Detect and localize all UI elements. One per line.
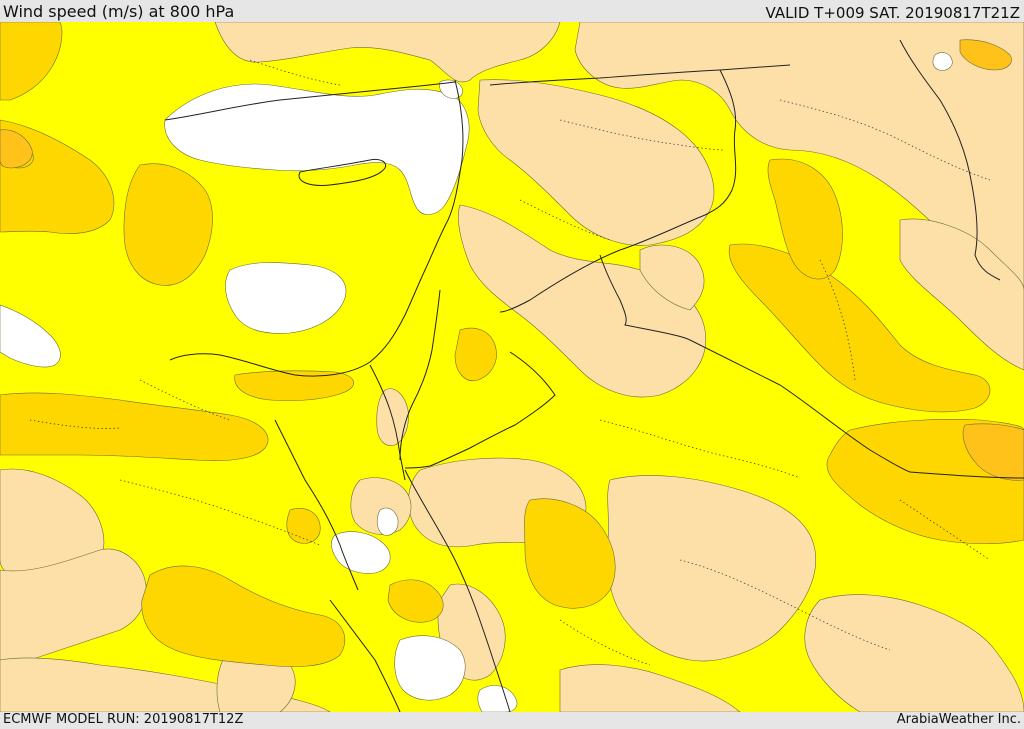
- orange-region-caucasus: [959, 39, 1012, 71]
- credit-label: ArabiaWeather Inc.: [896, 712, 1021, 727]
- tan-region-syria-desert: [477, 79, 715, 246]
- province-line-11: [29, 419, 121, 429]
- coastline-gulf-suez: [274, 419, 359, 591]
- map-title: Wind speed (m/s) at 800 hPa: [3, 2, 235, 21]
- calm-wind-regions: [0, 52, 953, 712]
- high-wind-regions: [0, 39, 1024, 481]
- political-borders: [164, 39, 1024, 712]
- coastline-turkey-south: [164, 81, 456, 121]
- border-egypt-sudan: [329, 599, 401, 712]
- border-iraq-syria: [499, 69, 737, 313]
- gold-region-red-sea: [387, 579, 444, 623]
- border-iraq-iran: [899, 39, 1001, 281]
- province-line-8: [679, 559, 891, 651]
- province-line-5: [139, 379, 231, 421]
- calm-region-greece: [0, 304, 61, 368]
- coastline-red-sea: [404, 469, 511, 712]
- calm-region-north-corner: [439, 79, 463, 99]
- province-line-1: [559, 119, 726, 151]
- map-canvas: [0, 22, 1024, 712]
- province-line-6: [119, 479, 321, 546]
- gold-region-egypt-south: [141, 565, 346, 667]
- tan-region-south-central: [559, 664, 741, 712]
- calm-region-caucasus: [932, 52, 953, 71]
- model-run-label: ECMWF MODEL RUN: 20190817T12Z: [3, 712, 244, 727]
- provincial-boundaries: [29, 59, 991, 666]
- border-jordan-iraq: [599, 254, 1024, 479]
- weather-map: [0, 22, 1024, 712]
- gold-region-sinai-east: [234, 370, 354, 402]
- province-line-10: [899, 499, 991, 561]
- calm-region-red-sea-south: [477, 685, 518, 712]
- tan-region-jordan-east: [458, 204, 707, 398]
- border-israel-jordan: [399, 289, 441, 461]
- border-jordan-saudi: [404, 351, 556, 469]
- coastline-med-levant: [169, 79, 464, 377]
- gold-region-jordan: [454, 327, 497, 382]
- gold-region-iraq-corridor: [728, 243, 991, 413]
- province-line-9: [249, 59, 341, 86]
- border-syria-turkey: [489, 64, 791, 86]
- calm-region-gulf-aqaba: [376, 507, 399, 536]
- province-line-3: [779, 99, 991, 181]
- footer-bar: ECMWF MODEL RUN: 20190817T12Z ArabiaWeat…: [0, 712, 1024, 729]
- province-line-7: [599, 419, 801, 479]
- orange-region-turkey: [0, 129, 33, 169]
- gold-region-egypt-mid: [286, 508, 321, 544]
- calm-region-turkey-plateau: [225, 262, 347, 334]
- calm-region-sinai-coast: [331, 531, 391, 574]
- gold-region-aegean: [0, 22, 63, 101]
- gold-region-saudi-center: [524, 498, 616, 609]
- coastline-cyprus: [298, 159, 387, 186]
- tan-region-east-bulge: [639, 244, 705, 311]
- province-line-2: [519, 199, 611, 241]
- valid-time: VALID T+009 SAT. 20190817T21Z: [765, 4, 1020, 22]
- tan-region-south-east: [804, 594, 1024, 712]
- border-egypt-israel: [369, 364, 406, 481]
- gold-region-egypt-delta-belt: [0, 392, 269, 461]
- province-line-12: [559, 619, 651, 666]
- header-bar: Wind speed (m/s) at 800 hPa VALID T+009 …: [0, 0, 1024, 22]
- gold-region-iraq-north: [767, 158, 843, 280]
- gold-region-turkey-center: [123, 163, 213, 286]
- calm-region-sudan: [394, 635, 466, 701]
- province-line-4: [819, 259, 856, 381]
- tan-region-north-syria: [214, 22, 561, 83]
